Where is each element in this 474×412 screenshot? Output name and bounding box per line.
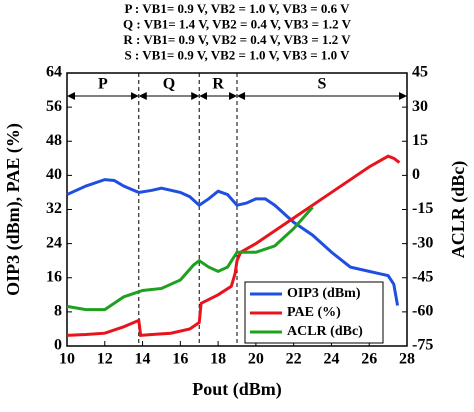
x-tick-label: 28 [399,351,415,368]
y2-tick-label: -15 [412,200,433,217]
series-line [66,178,400,306]
y2-tick-label: -60 [412,303,433,320]
x-tick-label: 14 [135,351,151,368]
y-tick-label: 32 [46,200,62,217]
x-tick-label: 10 [59,351,75,368]
region-label: R [212,76,224,93]
header-line: S : VB1= 0.9 V, VB2 = 1.0 V, VB3 = 1.0 V [124,47,350,62]
y-tick-label: 40 [46,166,62,183]
header-line: R : VB1= 0.9 V, VB2 = 0.4 V, VB3 = 1.2 V [123,32,351,47]
region-label: S [318,76,327,93]
x-tick-label: 12 [97,351,113,368]
header-line: P : VB1= 0.9 V, VB2 = 1.0 V, VB3 = 0.6 V [124,1,350,16]
x-tick-label: 24 [323,351,339,368]
y2-axis-label: ACLR (dBc) [448,161,469,259]
series-line [66,154,401,337]
header-line: Q : VB1= 1.4 V, VB2 = 0.4 V, VB3 = 1.2 V [123,16,352,31]
y-tick-label: 64 [46,64,62,81]
y-tick-label: 24 [46,234,62,251]
y2-tick-label: 0 [412,166,420,183]
x-axis-label: Pout (dBm) [192,379,282,400]
x-tick-label: 16 [172,351,188,368]
y2-tick-label: 30 [412,98,428,115]
y2-tick-label: 15 [412,132,428,149]
legend-label: OIP3 (dBm) [287,286,361,301]
y2-tick-label: -30 [412,234,433,251]
y-tick-label: 56 [46,98,62,115]
x-tick-label: 22 [286,351,302,368]
x-tick-label: 20 [248,351,264,368]
y2-tick-label: -75 [412,337,433,354]
y-tick-label: 0 [54,337,62,354]
y-tick-label: 8 [54,303,62,320]
legend-label: ACLR (dBc) [287,324,363,339]
region-label: Q [163,76,175,93]
y2-tick-label: -45 [412,268,433,285]
y-tick-label: 16 [46,268,62,285]
x-tick-label: 18 [210,351,226,368]
legend-label: PAE (%) [287,305,341,320]
x-tick-label: 26 [361,351,377,368]
y-tick-label: 48 [46,132,62,149]
y2-tick-label: 45 [412,64,428,81]
series-line [66,206,314,312]
region-label: P [98,76,108,93]
y-axis-label: OIP3 (dBm), PAE (%) [3,123,24,296]
